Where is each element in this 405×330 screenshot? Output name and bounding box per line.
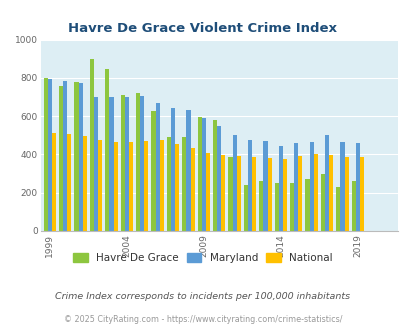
Bar: [155, 103, 159, 231]
Bar: [83, 136, 87, 231]
Bar: [258, 181, 263, 231]
Bar: [267, 158, 271, 231]
Bar: [59, 85, 63, 231]
Bar: [48, 79, 52, 231]
Bar: [236, 156, 240, 231]
Bar: [355, 143, 359, 231]
Bar: [232, 135, 236, 231]
Bar: [175, 144, 179, 231]
Bar: [190, 148, 194, 231]
Bar: [90, 59, 94, 231]
Bar: [289, 183, 294, 231]
Bar: [105, 69, 109, 231]
Bar: [159, 140, 164, 231]
Text: © 2025 CityRating.com - https://www.cityrating.com/crime-statistics/: © 2025 CityRating.com - https://www.city…: [64, 315, 341, 324]
Bar: [252, 157, 256, 231]
Bar: [247, 140, 252, 231]
Legend: Havre De Grace, Maryland, National: Havre De Grace, Maryland, National: [68, 248, 337, 267]
Bar: [63, 81, 67, 231]
Bar: [335, 187, 339, 231]
Bar: [205, 152, 209, 231]
Bar: [43, 78, 48, 231]
Bar: [186, 111, 190, 231]
Bar: [74, 82, 79, 231]
Bar: [120, 95, 124, 231]
Bar: [136, 93, 140, 231]
Bar: [129, 142, 133, 231]
Bar: [324, 135, 328, 231]
Bar: [228, 157, 232, 231]
Bar: [166, 137, 171, 231]
Bar: [124, 97, 129, 231]
Bar: [221, 155, 225, 231]
Bar: [201, 118, 205, 231]
Bar: [197, 117, 201, 231]
Bar: [109, 97, 113, 231]
Bar: [294, 143, 298, 231]
Bar: [213, 120, 217, 231]
Bar: [144, 141, 148, 231]
Bar: [98, 140, 102, 231]
Bar: [78, 83, 83, 231]
Bar: [328, 155, 333, 231]
Bar: [182, 137, 186, 231]
Text: Crime Index corresponds to incidents per 100,000 inhabitants: Crime Index corresponds to incidents per…: [55, 292, 350, 301]
Bar: [282, 159, 286, 231]
Text: Havre De Grace Violent Crime Index: Havre De Grace Violent Crime Index: [68, 21, 337, 35]
Bar: [274, 183, 278, 231]
Bar: [151, 112, 155, 231]
Bar: [140, 96, 144, 231]
Bar: [298, 156, 302, 231]
Bar: [313, 154, 317, 231]
Bar: [113, 142, 117, 231]
Bar: [243, 185, 247, 231]
Bar: [52, 133, 56, 231]
Bar: [94, 97, 98, 231]
Bar: [263, 141, 267, 231]
Bar: [217, 126, 221, 231]
Bar: [320, 174, 324, 231]
Bar: [305, 179, 309, 231]
Bar: [339, 142, 344, 231]
Bar: [309, 142, 313, 231]
Bar: [67, 134, 71, 231]
Bar: [351, 181, 355, 231]
Bar: [344, 157, 348, 231]
Bar: [278, 146, 282, 231]
Bar: [171, 108, 175, 231]
Bar: [359, 157, 363, 231]
